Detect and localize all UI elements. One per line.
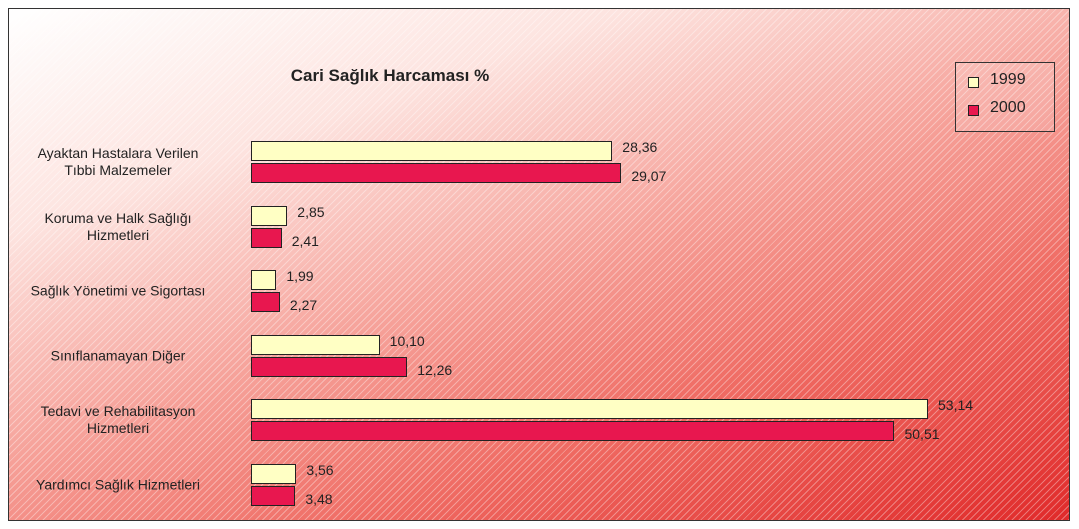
chart-title: Cari Sağlık Harcaması % [290, 66, 490, 85]
bar [251, 356, 408, 377]
value-label: 3,56 [306, 462, 334, 478]
value-label: 1,99 [286, 268, 314, 285]
bar [251, 141, 613, 161]
legend-label: 2000 [990, 99, 1026, 116]
value-label: 50,51 [904, 426, 940, 443]
category-label: Yardımcı Sağlık Hizmetleri [36, 476, 200, 493]
bar [251, 464, 297, 484]
value-label: 10,10 [389, 332, 425, 349]
legend-swatch [968, 105, 979, 116]
bar [251, 334, 380, 355]
category-label: Sınıflanamayan Diğer [50, 347, 186, 364]
category-label: Koruma ve Halk Sağlığı Hizmetleri [44, 209, 192, 243]
value-label: 2,41 [291, 232, 319, 249]
bar [251, 163, 622, 183]
bar [251, 292, 280, 313]
bar [251, 399, 928, 420]
bar [251, 486, 296, 506]
category-label: Ayaktan Hastalara Verilen Tıbbi Malzemel… [37, 145, 199, 178]
value-label: 29,07 [631, 168, 667, 184]
legend: 1999 2000 [955, 62, 1055, 132]
category-label: Sağlık Yönetimi ve Sigortası [30, 282, 206, 299]
legend-swatch [968, 77, 979, 88]
bar [251, 270, 277, 291]
category-label: Tedavi ve Rehabilitasyon Hizmetleri [40, 403, 196, 437]
legend-label: 1999 [990, 71, 1026, 88]
value-label: 2,27 [289, 297, 318, 314]
value-label: 12,26 [417, 361, 453, 378]
value-label: 28,36 [622, 139, 658, 155]
bar [251, 205, 288, 226]
value-label: 3,48 [305, 491, 333, 507]
bar [251, 421, 895, 442]
value-label: 2,85 [297, 203, 325, 220]
value-label: 53,14 [938, 397, 974, 414]
bar [251, 227, 282, 248]
